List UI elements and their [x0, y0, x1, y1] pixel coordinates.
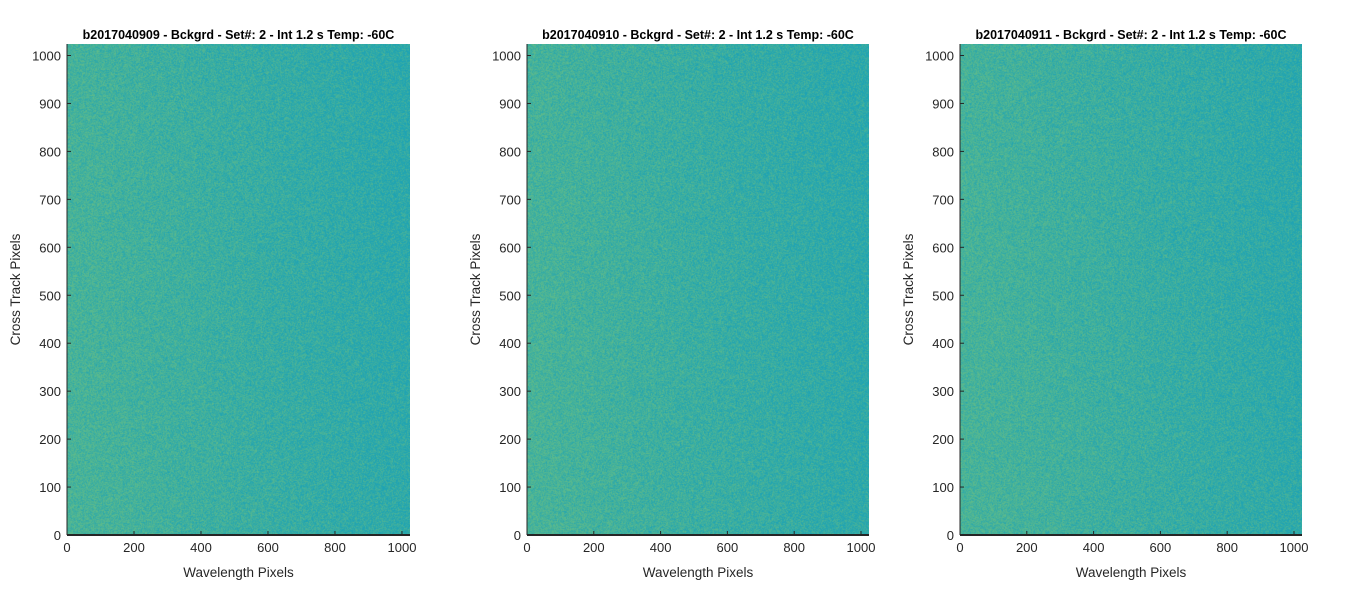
y-tick-label: 800	[39, 144, 61, 159]
x-tick-label: 400	[1083, 540, 1105, 555]
y-tick-label: 500	[932, 288, 954, 303]
x-tick-label: 800	[783, 540, 805, 555]
heatmap-image	[960, 44, 1302, 535]
y-tick-label: 200	[932, 432, 954, 447]
chart-title: b2017040910 - Bckgrd - Set#: 2 - Int 1.2…	[542, 28, 854, 42]
y-tick-label: 600	[39, 240, 61, 255]
chart-title: b2017040909 - Bckgrd - Set#: 2 - Int 1.2…	[83, 28, 395, 42]
y-tick-label: 1000	[492, 49, 521, 64]
x-tick-label: 600	[1150, 540, 1172, 555]
x-tick-label: 1000	[1280, 540, 1309, 555]
x-tick-label: 1000	[388, 540, 417, 555]
chart-title: b2017040911 - Bckgrd - Set#: 2 - Int 1.2…	[975, 28, 1286, 42]
x-tick-label: 0	[63, 540, 70, 555]
heatmap-image	[67, 44, 410, 535]
x-tick-label: 200	[123, 540, 145, 555]
y-tick-label: 400	[499, 336, 521, 351]
x-tick-label: 0	[523, 540, 530, 555]
y-tick-label: 100	[932, 480, 954, 495]
y-tick-label: 0	[514, 528, 521, 543]
chart-panel-2: 0 200 400 600 800 1000 0 100 200 300 400 500 600 700 8…	[468, 28, 875, 580]
y-tick-label: 800	[499, 144, 521, 159]
y-tick-label: 200	[39, 432, 61, 447]
y-tick-label: 700	[39, 192, 61, 207]
y-tick-label: 1000	[32, 49, 61, 64]
x-tick-label: 600	[717, 540, 739, 555]
y-tick-label: 500	[499, 288, 521, 303]
y-tick-label: 400	[39, 336, 61, 351]
x-axis-label: Wavelength Pixels	[183, 565, 294, 580]
y-tick-label: 700	[932, 192, 954, 207]
x-axis-label: Wavelength Pixels	[643, 565, 754, 580]
y-axis-label: Cross Track Pixels	[468, 233, 483, 345]
y-tick-label: 100	[39, 480, 61, 495]
y-tick-label: 0	[54, 528, 61, 543]
y-tick-label: 900	[499, 96, 521, 111]
y-tick-label: 600	[932, 240, 954, 255]
y-tick-label: 900	[39, 96, 61, 111]
y-tick-label: 300	[39, 384, 61, 399]
y-axis-label: Cross Track Pixels	[8, 233, 23, 345]
x-tick-label: 800	[324, 540, 346, 555]
x-tick-label: 400	[190, 540, 212, 555]
x-tick-label: 1000	[847, 540, 876, 555]
heatmap-image	[527, 44, 869, 535]
y-axis-label: Cross Track Pixels	[901, 233, 916, 345]
y-tick-label: 800	[932, 144, 954, 159]
x-tick-label: 0	[956, 540, 963, 555]
x-tick-label: 400	[650, 540, 672, 555]
y-tick-label: 600	[499, 240, 521, 255]
y-tick-label: 1000	[925, 49, 954, 64]
y-tick-label: 0	[947, 528, 954, 543]
y-tick-label: 300	[932, 384, 954, 399]
x-tick-label: 200	[1016, 540, 1038, 555]
x-tick-label: 800	[1216, 540, 1238, 555]
y-tick-label: 200	[499, 432, 521, 447]
chart-panel-1: 0 200 400 600 800 1000 0 100 200 300 400 500 600 700 8…	[8, 28, 416, 580]
y-tick-label: 300	[499, 384, 521, 399]
y-tick-label: 900	[932, 96, 954, 111]
x-axis-label: Wavelength Pixels	[1076, 565, 1187, 580]
y-tick-label: 500	[39, 288, 61, 303]
y-tick-label: 400	[932, 336, 954, 351]
y-tick-label: 100	[499, 480, 521, 495]
x-tick-label: 200	[583, 540, 605, 555]
y-tick-label: 700	[499, 192, 521, 207]
x-tick-label: 600	[257, 540, 279, 555]
chart-panel-3: 0 200 400 600 800 1000 0 100 200 300 400 500 600 700 8…	[901, 28, 1308, 580]
